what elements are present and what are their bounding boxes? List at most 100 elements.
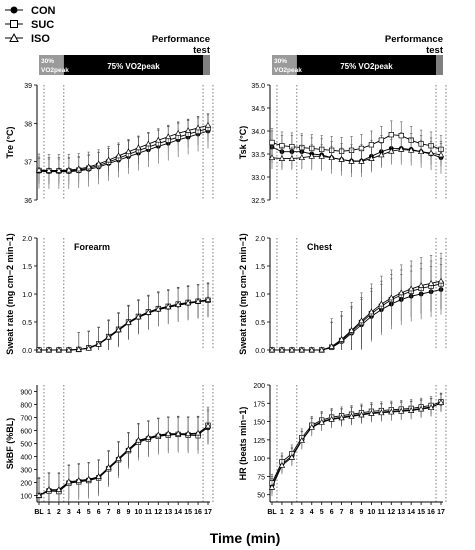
data-point bbox=[155, 136, 162, 143]
x-tick-label: 12 bbox=[387, 509, 395, 516]
data-point bbox=[318, 418, 325, 425]
data-point bbox=[135, 436, 142, 443]
data-point bbox=[407, 285, 415, 292]
legend: CON SUC ISO bbox=[5, 5, 56, 45]
x-tick-label: 3 bbox=[300, 509, 304, 516]
panel-tre: 36 37 38 39 Tre (°C) bbox=[5, 83, 214, 205]
x-tick-label: 7 bbox=[107, 509, 111, 516]
x-tick-label: 3 bbox=[67, 509, 71, 516]
data-point bbox=[288, 346, 296, 353]
x-tick-label: 17 bbox=[204, 509, 212, 516]
panel-sweat-chest: 0.0 0.5 1.0 1.5 2.0 Sweat rate (mg cm−2 min−1… bbox=[238, 233, 447, 355]
data-point bbox=[388, 147, 395, 154]
x-tick-label: 11 bbox=[145, 509, 153, 516]
data-point bbox=[135, 313, 142, 320]
data-point bbox=[298, 346, 306, 353]
series-con bbox=[269, 130, 444, 177]
data-point bbox=[105, 333, 112, 340]
data-point bbox=[278, 155, 286, 161]
x-tick-label: 16 bbox=[427, 509, 435, 516]
legend-label-con: CON bbox=[31, 5, 56, 17]
x-tick-label: 1 bbox=[47, 509, 51, 516]
x-tick-label: 8 bbox=[117, 509, 121, 516]
series-iso bbox=[268, 393, 445, 497]
y-tick-label: 34.0 bbox=[251, 129, 265, 136]
y-tick-label: 700 bbox=[20, 416, 32, 423]
series-suc bbox=[36, 283, 211, 353]
data-point bbox=[165, 133, 172, 140]
x-tick-label: 10 bbox=[135, 509, 143, 516]
y-tick-label: 38 bbox=[24, 121, 32, 128]
y-tick-label: 300 bbox=[20, 468, 32, 475]
data-point bbox=[125, 319, 132, 325]
series-line bbox=[39, 299, 209, 351]
legend-item-suc: SUC bbox=[5, 19, 54, 31]
x-tick-label: 14 bbox=[174, 509, 182, 516]
data-point bbox=[338, 155, 345, 162]
data-point bbox=[288, 155, 296, 161]
panel-sweat-forearm: 0.0 0.5 1.0 1.5 2.0 Sweat rate (mg cm−2 min−1… bbox=[5, 233, 214, 355]
data-point bbox=[338, 414, 345, 421]
y-tick-label: 1.5 bbox=[255, 264, 265, 271]
data-point bbox=[437, 399, 445, 405]
data-point bbox=[115, 454, 122, 461]
series-line bbox=[39, 299, 209, 351]
data-point bbox=[358, 411, 365, 418]
series-line bbox=[38, 425, 209, 496]
data-point bbox=[368, 308, 375, 315]
x-tick-label: 17 bbox=[437, 509, 445, 516]
x-tick-label: 4 bbox=[310, 509, 314, 516]
data-point bbox=[85, 344, 92, 351]
y-tick-label: 175 bbox=[253, 401, 265, 408]
y-axis-label: HR (beats min−1) bbox=[238, 407, 248, 481]
y-tick-label: 35.0 bbox=[251, 83, 265, 90]
performance-phase-bar bbox=[203, 55, 210, 75]
warmup-label-line2: VO2peak bbox=[274, 67, 302, 74]
data-point bbox=[194, 297, 202, 304]
data-point bbox=[135, 144, 142, 151]
data-point bbox=[427, 279, 435, 286]
y-tick-label: 800 bbox=[20, 403, 32, 410]
data-point bbox=[348, 412, 355, 419]
data-point bbox=[194, 124, 202, 131]
data-point bbox=[184, 430, 192, 437]
data-point bbox=[65, 346, 73, 353]
data-point bbox=[398, 145, 405, 152]
data-point bbox=[388, 132, 394, 138]
y-tick-label: 1.5 bbox=[22, 264, 32, 271]
data-point bbox=[348, 157, 355, 164]
data-point bbox=[278, 346, 286, 353]
data-point bbox=[115, 326, 122, 333]
y-tick-label: 0.5 bbox=[22, 320, 32, 327]
x-tick-label: 15 bbox=[417, 509, 425, 516]
x-tick-label: 10 bbox=[368, 509, 376, 516]
data-point bbox=[75, 165, 82, 172]
legend-item-iso: ISO bbox=[5, 32, 50, 45]
y-axis-label: Sweat rate (mg cm−2 min−1) bbox=[5, 233, 15, 355]
x-tick-label: 13 bbox=[164, 509, 172, 516]
data-point bbox=[328, 415, 335, 422]
data-point bbox=[388, 408, 395, 415]
x-tick-label: 5 bbox=[320, 509, 324, 516]
x-tick-label: 2 bbox=[57, 509, 61, 516]
data-point bbox=[85, 475, 92, 482]
series-iso bbox=[35, 282, 212, 353]
data-point bbox=[269, 139, 275, 146]
performance-label-line2: test bbox=[426, 45, 444, 56]
x-tick-label: 9 bbox=[360, 509, 364, 516]
series-suc bbox=[36, 114, 211, 185]
y-tick-label: 0.5 bbox=[255, 320, 265, 327]
series-suc bbox=[269, 258, 444, 353]
y-tick-label: 1.0 bbox=[22, 292, 32, 299]
data-point bbox=[427, 149, 435, 156]
data-point bbox=[145, 140, 152, 147]
y-tick-label: 1.0 bbox=[255, 292, 265, 299]
data-point bbox=[398, 407, 405, 414]
data-point bbox=[407, 146, 415, 153]
data-point bbox=[427, 404, 435, 411]
y-tick-label: 33.0 bbox=[251, 175, 265, 182]
